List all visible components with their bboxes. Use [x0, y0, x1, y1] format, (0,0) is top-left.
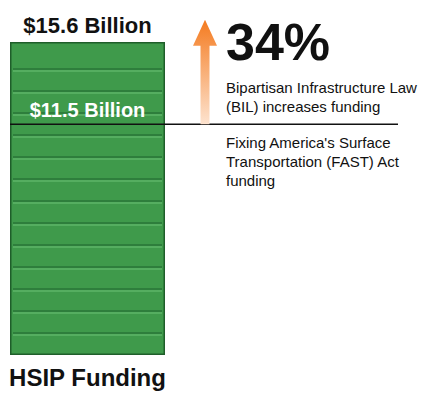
svg-text:(BIL) increases funding: (BIL) increases funding	[226, 98, 380, 115]
svg-text:34%: 34%	[226, 13, 330, 71]
svg-text:$11.5 Billion: $11.5 Billion	[30, 99, 146, 121]
svg-text:Transportation (FAST) Act: Transportation (FAST) Act	[226, 153, 403, 170]
svg-text:Bipartisan Infrastructure Law: Bipartisan Infrastructure Law	[226, 79, 421, 96]
svg-text:$15.6 Billion: $15.6 Billion	[23, 13, 151, 38]
svg-text:Fixing America's Surface: Fixing America's Surface	[226, 134, 395, 151]
svg-text:funding: funding	[226, 172, 275, 189]
svg-text:HSIP Funding: HSIP Funding	[9, 364, 166, 391]
